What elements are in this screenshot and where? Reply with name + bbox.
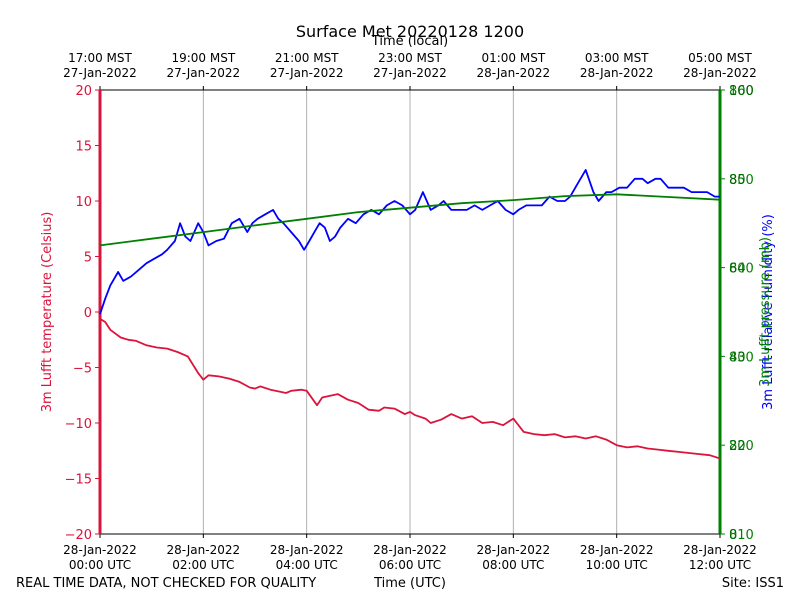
x-tick-label-utc-date: 28-Jan-2022 (580, 543, 654, 557)
right-y-tick-label-pressure: 860 (729, 84, 754, 99)
x-tick-label-local-time: 03:00 MST (585, 51, 649, 65)
x-tick-label-local-date: 27-Jan-2022 (167, 66, 241, 80)
x-tick-label-utc-time: 00:00 UTC (69, 558, 131, 572)
series-line (99, 168, 720, 315)
left-y-tick-label: 20 (75, 84, 92, 99)
x-tick-label-utc-date: 28-Jan-2022 (63, 543, 137, 557)
x-tick-label-utc-time: 02:00 UTC (172, 558, 234, 572)
right-y-axis-label: 3m Lufft relative humidity (%) (761, 214, 776, 410)
left-y-tick-label: 0 (84, 306, 92, 321)
right-y-tick-label-humidity: 20 (729, 439, 746, 454)
x-tick-label-local-date: 27-Jan-2022 (63, 66, 137, 80)
left-y-tick-label: −10 (65, 417, 92, 432)
x-tick-label-utc-time: 12:00 UTC (689, 558, 751, 572)
x-tick-label-local-time: 01:00 MST (481, 51, 545, 65)
x-tick-label-local-date: 27-Jan-2022 (270, 66, 344, 80)
bottom-x-axis-label: Time (UTC) (374, 576, 446, 591)
left-y-tick-label: −20 (65, 528, 92, 543)
right-y-axis-label: 3m Lufft pressure (mb) (758, 237, 773, 387)
left-y-tick-label: −15 (65, 473, 92, 488)
quality-notice: REAL TIME DATA, NOT CHECKED FOR QUALITY (16, 576, 317, 591)
top-x-axis-label: Time (local) (371, 34, 449, 49)
right-y-tick-label-pressure: 850 (729, 173, 754, 188)
left-y-tick-label: 15 (75, 140, 92, 155)
x-tick-label-local-time: 19:00 MST (171, 51, 235, 65)
x-tick-label-local-time: 23:00 MST (378, 51, 442, 65)
x-tick-label-local-time: 17:00 MST (68, 51, 132, 65)
x-tick-label-utc-date: 28-Jan-2022 (683, 543, 757, 557)
chart-title: Surface Met 20220128 1200 (295, 22, 525, 41)
right-y-tick-label-humidity: 80 (729, 173, 746, 188)
right-y-tick-label-humidity: 40 (729, 350, 746, 365)
x-tick-label-utc-date: 28-Jan-2022 (167, 543, 241, 557)
x-tick-label-utc-time: 04:00 UTC (276, 558, 338, 572)
right-y-tick-label-humidity: 0 (729, 528, 737, 543)
left-y-tick-label: 5 (84, 251, 92, 266)
x-tick-label-local-date: 28-Jan-2022 (477, 66, 551, 80)
x-tick-label-local-time: 21:00 MST (275, 51, 339, 65)
x-tick-label-local-date: 28-Jan-2022 (580, 66, 654, 80)
left-y-tick-label: 10 (75, 195, 92, 210)
right-y-tick-label-humidity: 60 (729, 262, 746, 277)
right-y-tick-label-pressure: 820 (729, 439, 754, 454)
x-tick-label-utc-time: 06:00 UTC (379, 558, 441, 572)
x-tick-label-local-time: 05:00 MST (688, 51, 752, 65)
right-y-tick-label-pressure: 810 (729, 528, 754, 543)
site-label: Site: ISS1 (721, 576, 784, 591)
x-tick-label-utc-time: 10:00 UTC (586, 558, 648, 572)
right-y-tick-label-humidity: 100 (729, 84, 754, 99)
x-tick-label-local-date: 27-Jan-2022 (373, 66, 447, 80)
left-y-axis-label: 3m Lufft temperature (Celsius) (40, 212, 55, 413)
x-tick-label-utc-date: 28-Jan-2022 (373, 543, 447, 557)
right-y-tick-label-pressure: 830 (729, 350, 754, 365)
left-y-tick-label: −5 (73, 362, 92, 377)
series-line (99, 317, 721, 460)
series-line (99, 193, 721, 247)
right-y-tick-label-pressure: 840 (729, 262, 754, 277)
x-tick-label-utc-date: 28-Jan-2022 (270, 543, 344, 557)
x-tick-label-utc-time: 08:00 UTC (482, 558, 544, 572)
x-tick-label-local-date: 28-Jan-2022 (683, 66, 757, 80)
x-tick-label-utc-date: 28-Jan-2022 (477, 543, 551, 557)
